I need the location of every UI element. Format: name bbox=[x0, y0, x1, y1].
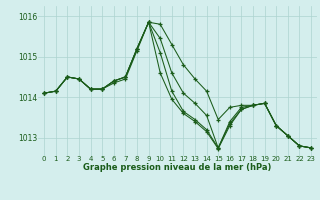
X-axis label: Graphe pression niveau de la mer (hPa): Graphe pression niveau de la mer (hPa) bbox=[84, 163, 272, 172]
